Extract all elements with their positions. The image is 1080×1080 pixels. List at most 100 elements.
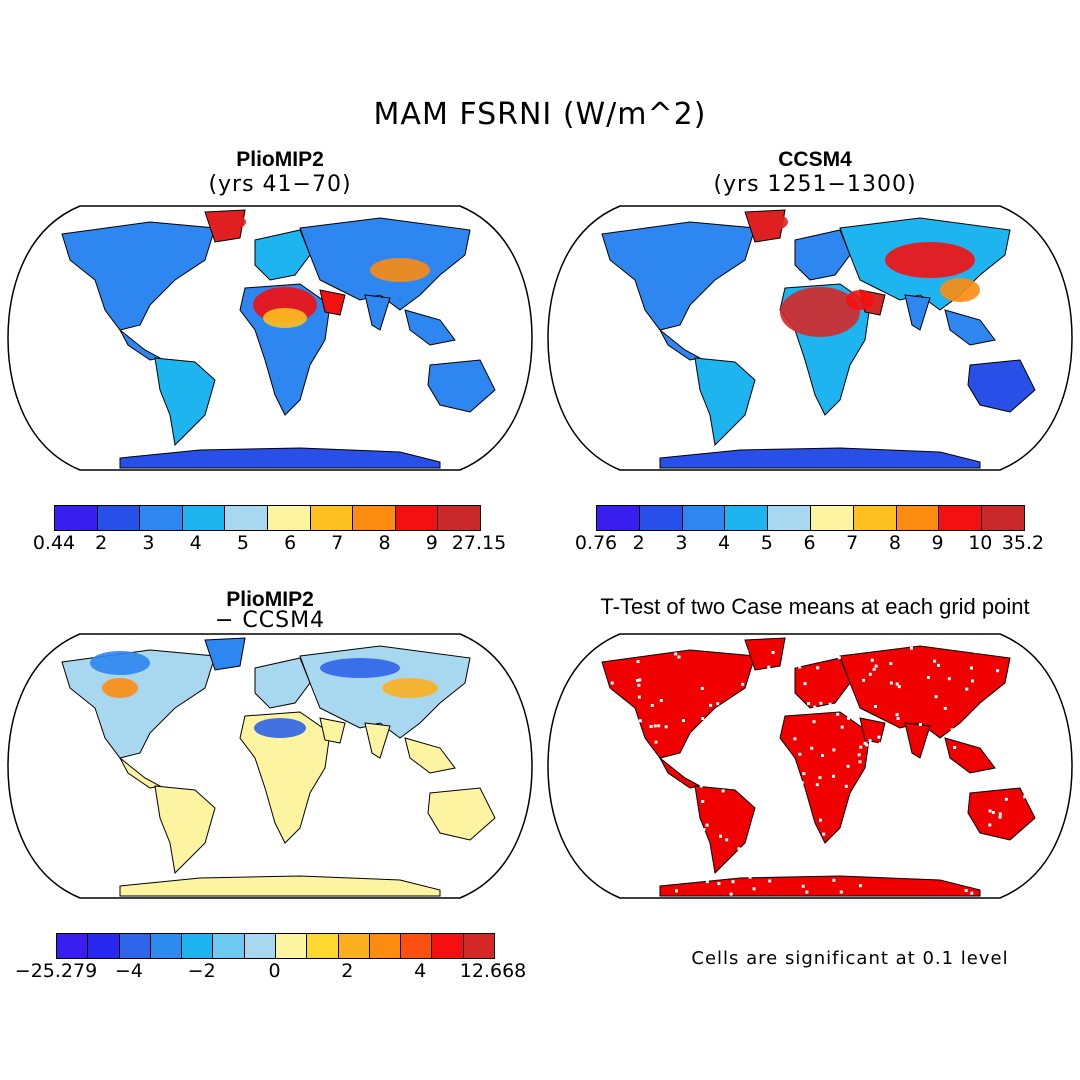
nonsignificant-cell [858, 808, 861, 812]
colorbar-cell [213, 934, 245, 958]
continent-north-america [601, 221, 756, 331]
nonsignificant-cell [737, 873, 741, 877]
continent-north-america [61, 649, 216, 759]
colorbar-cell [182, 934, 214, 958]
colorbar-cell [939, 506, 983, 530]
nonsignificant-cell [607, 839, 611, 843]
nonsignificant-cell [1004, 797, 1008, 801]
colorbar-tick-label: 0.76 [574, 532, 618, 554]
field-anomaly [752, 213, 788, 231]
nonsignificant-cell [1013, 885, 1017, 889]
nonsignificant-cell [603, 732, 607, 736]
nonsignificant-cell [817, 656, 821, 659]
continent-india [904, 722, 931, 759]
continent-europe [794, 229, 851, 281]
nonsignificant-cell [1026, 866, 1029, 870]
nonsignificant-cell [933, 806, 937, 810]
nonsignificant-cell [805, 890, 809, 894]
nonsignificant-cell [837, 656, 841, 660]
colorbar-tick-label: 4 [718, 532, 731, 554]
nonsignificant-cell [774, 714, 778, 717]
nonsignificant-cell [840, 725, 844, 729]
continent-australia [967, 359, 1036, 413]
nonsignificant-cell [667, 836, 671, 840]
colorbar-tick-label: 5 [236, 532, 249, 554]
colorbar-tick-label: 3 [675, 532, 688, 554]
colorbar-cell [182, 506, 226, 530]
continent-europe [254, 229, 311, 281]
nonsignificant-cell [804, 705, 808, 709]
nonsignificant-cell [625, 707, 628, 711]
nonsignificant-cell [812, 720, 816, 724]
colorbar-tick-label: 10 [968, 532, 993, 554]
nonsignificant-cell [807, 702, 811, 705]
panel-diff-title: PlioMIP2 [226, 588, 314, 611]
nonsignificant-cell [734, 869, 738, 873]
nonsignificant-cell [716, 702, 720, 706]
colorbar-diff [56, 933, 495, 959]
nonsignificant-cell [613, 793, 616, 797]
nonsignificant-cell [818, 776, 822, 780]
nonsignificant-cell [658, 820, 661, 824]
nonsignificant-cell [971, 679, 974, 683]
nonsignificant-cell [640, 766, 644, 770]
colorbar-tick-label: 9 [425, 532, 438, 554]
colorbar-cell [88, 934, 120, 958]
nonsignificant-cell [837, 869, 841, 873]
nonsignificant-cell [859, 745, 863, 749]
nonsignificant-cell [653, 754, 657, 758]
continent-central-america [659, 329, 702, 361]
colorbar-tick-label: 9 [931, 532, 944, 554]
colorbar-tick-label: 0 [268, 960, 281, 982]
colorbar-cell [395, 506, 439, 530]
nonsignificant-cell [821, 754, 824, 757]
colorbar-tick-label: 2 [632, 532, 645, 554]
nonsignificant-cell [990, 729, 994, 733]
nonsignificant-cell [813, 705, 817, 709]
field-anomaly [780, 287, 860, 337]
nonsignificant-cell [705, 880, 709, 884]
nonsignificant-cell [928, 803, 932, 807]
map-plio [7, 205, 533, 471]
nonsignificant-cell [801, 643, 805, 647]
nonsignificant-cell [800, 781, 804, 785]
map-diff [7, 633, 533, 899]
continent-se-asia [404, 309, 456, 346]
nonsignificant-cell [741, 682, 745, 686]
colorbar-tick-label: 35.2 [1001, 532, 1045, 554]
nonsignificant-cell [793, 737, 797, 741]
nonsignificant-cell [947, 677, 951, 681]
field-anomaly [382, 678, 438, 698]
nonsignificant-cell [644, 746, 648, 750]
nonsignificant-cell [874, 664, 878, 668]
nonsignificant-cell [928, 860, 932, 864]
nonsignificant-cell [802, 772, 806, 776]
nonsignificant-cell [636, 648, 639, 652]
nonsignificant-cell [768, 879, 772, 883]
nonsignificant-cell [738, 648, 742, 652]
nonsignificant-cell [850, 696, 854, 700]
nonsignificant-cell [897, 685, 901, 689]
nonsignificant-cell [751, 747, 755, 751]
colorbar-tick-label: 6 [803, 532, 816, 554]
nonsignificant-cell [751, 700, 755, 704]
nonsignificant-cell [742, 732, 746, 736]
panel-diff-subtitle: − CCSM4 [214, 608, 326, 633]
nonsignificant-cell [943, 706, 947, 710]
colorbar-cell [682, 506, 726, 530]
nonsignificant-cell [784, 699, 788, 703]
continent-north-america [61, 221, 216, 331]
nonsignificant-cell [836, 850, 840, 854]
nonsignificant-cell [638, 719, 642, 723]
nonsignificant-cell [1020, 690, 1024, 694]
nonsignificant-cell [645, 756, 649, 760]
nonsignificant-cell [1009, 700, 1013, 704]
nonsignificant-cell [771, 651, 775, 654]
nonsignificant-cell [702, 828, 706, 831]
nonsignificant-cell [705, 823, 709, 827]
nonsignificant-cell [964, 889, 968, 893]
nonsignificant-cell [795, 780, 798, 784]
continent-se-asia [944, 737, 996, 774]
colorbar-tick-label: 7 [846, 532, 859, 554]
nonsignificant-cell [844, 784, 848, 788]
